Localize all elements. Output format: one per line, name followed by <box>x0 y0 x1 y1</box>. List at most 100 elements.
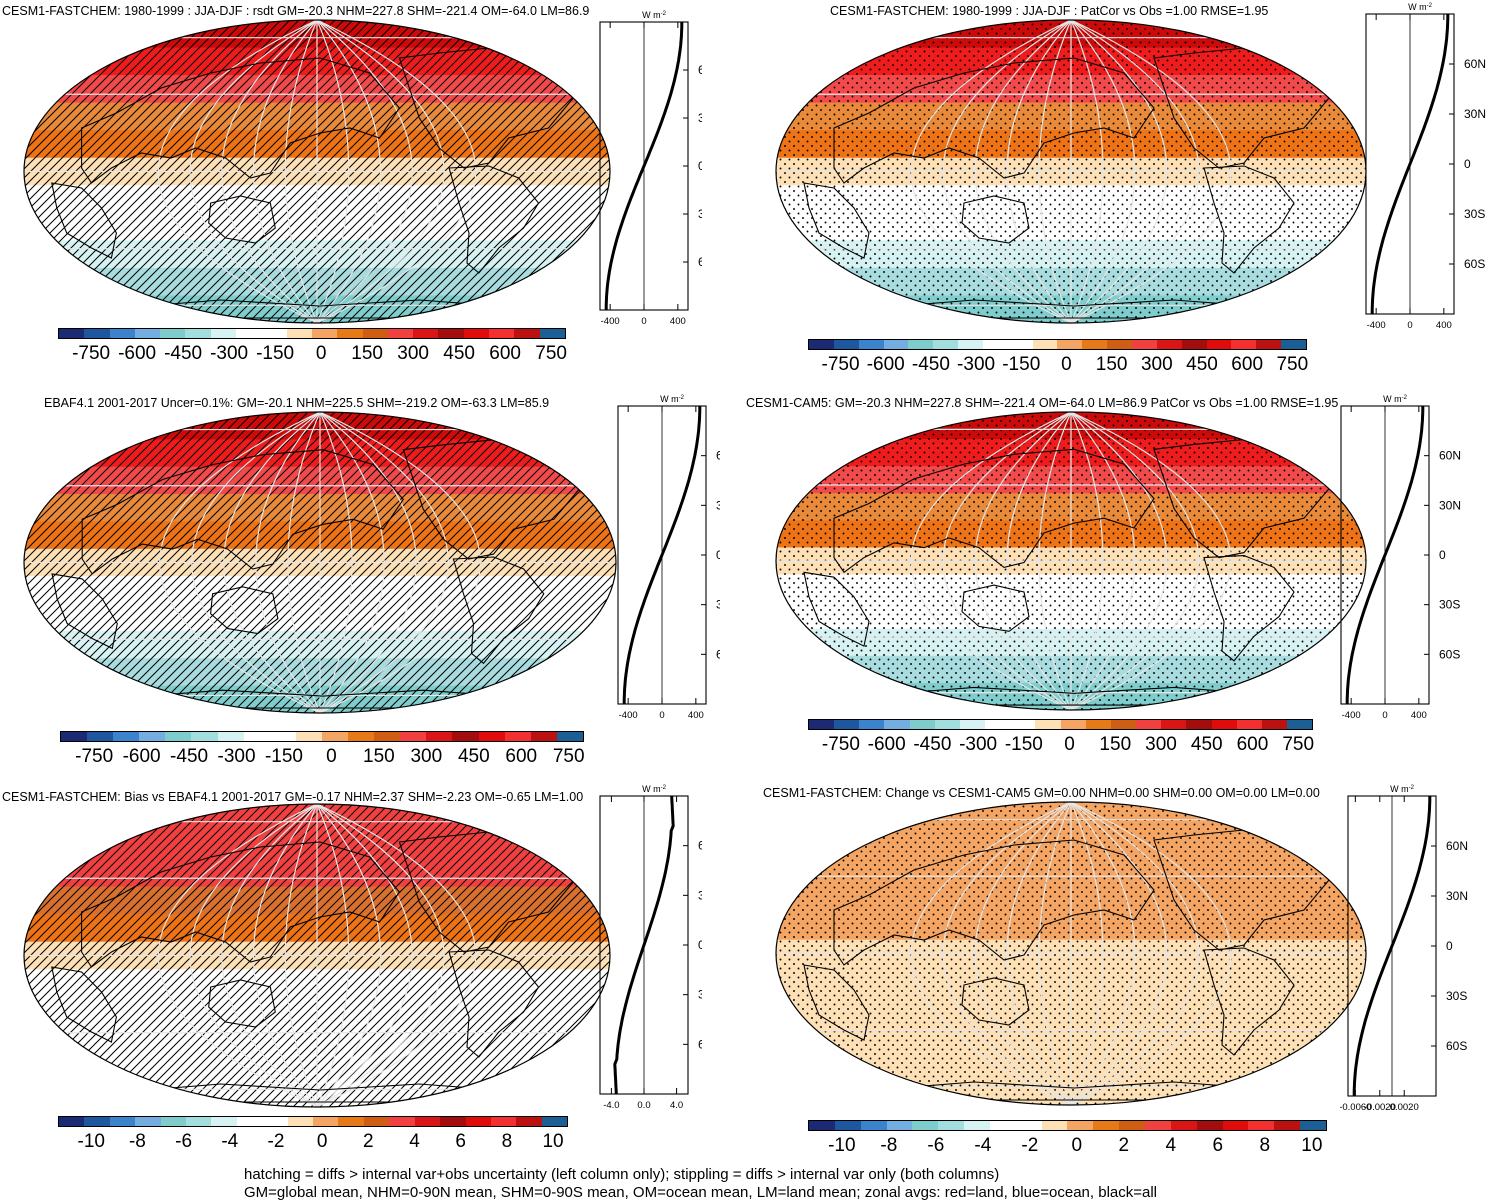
colorbar-swatch <box>1274 1121 1301 1130</box>
colorbar-swatch <box>1144 1121 1171 1130</box>
graticule-meridian <box>221 20 318 323</box>
lat-label: 60N <box>698 839 702 853</box>
x-tick-label: 400 <box>1436 320 1452 331</box>
colorbar-swatch <box>321 732 349 741</box>
colorbar-tick-label: 450 <box>443 343 475 364</box>
colorbar-swatch <box>809 720 835 729</box>
colorbar-tick-label: -450 <box>911 354 950 375</box>
colorbar-swatch <box>84 1117 110 1126</box>
graticule-meridian <box>1070 20 1104 323</box>
colorbar-tick-label: -600 <box>118 343 157 364</box>
coastline <box>51 573 118 650</box>
colorbar-tick-label: 10 <box>542 1131 564 1152</box>
lat-label: 30N <box>1464 107 1486 121</box>
x-tick-label: -400 <box>619 710 638 721</box>
colorbar-swatch <box>1119 1121 1145 1130</box>
colorbar <box>58 1116 568 1127</box>
colorbar-swatch <box>438 329 464 338</box>
colorbar-swatch <box>374 732 401 741</box>
colorbar-tick-label: 2 <box>1118 1135 1130 1156</box>
graticule-meridian <box>159 412 321 713</box>
graticule-meridian <box>319 412 481 713</box>
colorbar-swatch <box>87 732 114 741</box>
colorbar-tick-label: 150 <box>1095 354 1128 375</box>
x-tick-label: 4.0 <box>670 1100 683 1111</box>
colorbar-swatch <box>1085 720 1111 729</box>
colorbar-tick-label: 0 <box>1061 354 1072 375</box>
graticule-meridian <box>974 802 1072 1105</box>
colorbar-swatch <box>530 732 557 741</box>
colorbar-tick-label: 0 <box>316 1131 328 1152</box>
graticule-meridian <box>1070 802 1104 1105</box>
colorbar-swatch <box>348 732 375 741</box>
colorbar-swatch <box>958 340 983 349</box>
colorbar-swatch <box>1248 1121 1275 1130</box>
graticule-meridian <box>1070 20 1136 323</box>
colorbar-swatch <box>286 329 312 338</box>
colorbar-swatch <box>311 329 338 338</box>
colorbar-tick-label: -4 <box>221 1131 239 1152</box>
colorbar-swatch <box>295 732 322 741</box>
colorbar-swatch <box>1222 1121 1249 1130</box>
caption-line-1: hatching = diffs > internal var+obs unce… <box>244 1166 1000 1183</box>
lat-label: 60N <box>1464 57 1486 71</box>
map-border <box>775 411 1367 711</box>
colorbar-swatch <box>489 329 515 338</box>
colorbar-swatch <box>858 340 884 349</box>
x-tick-label: 0 <box>659 710 664 721</box>
colorbar-swatch <box>860 1121 887 1130</box>
colorbar-swatch <box>160 329 186 338</box>
colorbar-swatch <box>387 329 414 338</box>
graticule-meridian <box>1070 802 1232 1105</box>
colorbar-tick-label: -150 <box>1002 354 1041 375</box>
colorbar-swatch <box>463 329 490 338</box>
lat-label: 0 <box>1439 548 1446 562</box>
colorbar-swatch <box>516 1117 542 1126</box>
colorbar-tick-label: 600 <box>489 343 521 364</box>
graticule-meridian <box>316 804 445 1107</box>
colorbar-tick-label: -300 <box>210 343 249 364</box>
graticule-meridian <box>942 20 1072 323</box>
lat-label: 30S <box>1439 598 1460 612</box>
coastline <box>961 195 1030 244</box>
coastline <box>961 584 1030 632</box>
colorbar-swatch <box>1107 340 1132 349</box>
lat-label: 0 <box>1446 939 1453 953</box>
zonal-curve <box>622 406 702 704</box>
coastline <box>81 841 401 968</box>
units-label: W m-2 <box>1383 394 1407 404</box>
colorbar-swatch <box>59 329 85 338</box>
graticule-meridian <box>189 804 318 1107</box>
map-border <box>23 19 611 324</box>
coastline <box>398 47 575 169</box>
x-tick-label: 400 <box>670 316 686 327</box>
x-tick-label: -0.0060 <box>1340 1102 1371 1113</box>
map-panel <box>23 411 617 714</box>
colorbar-tick-label: -600 <box>122 746 161 767</box>
colorbar-tick-label: 150 <box>363 746 395 767</box>
lat-label: 0 <box>1464 157 1471 171</box>
colorbar <box>808 1120 1327 1131</box>
coastline <box>81 57 401 184</box>
coastline <box>51 966 117 1043</box>
graticule-meridian <box>316 20 382 323</box>
colorbar-swatch <box>809 340 834 349</box>
colorbar-tick-label: -750 <box>75 746 114 767</box>
colorbar-swatch <box>1261 720 1287 729</box>
graticule-meridian <box>1070 412 1232 710</box>
colorbar-swatch <box>1196 1121 1223 1130</box>
coastline <box>452 556 545 665</box>
colorbar-swatch <box>1231 340 1257 349</box>
colorbar-tick-label: -300 <box>217 746 256 767</box>
graticule-meridian <box>1070 412 1200 710</box>
colorbar-tick-label: 10 <box>1301 1135 1323 1156</box>
coastline <box>1153 438 1330 559</box>
colorbar-swatch <box>452 732 479 741</box>
units-label: W m-2 <box>642 10 666 20</box>
colorbar-swatch <box>261 329 287 338</box>
colorbar-swatch <box>362 329 388 338</box>
zonal-curve <box>1352 796 1432 1096</box>
colorbar-swatch <box>236 329 262 338</box>
colorbar-swatch <box>84 329 110 338</box>
graticule-meridian <box>1070 20 1200 323</box>
